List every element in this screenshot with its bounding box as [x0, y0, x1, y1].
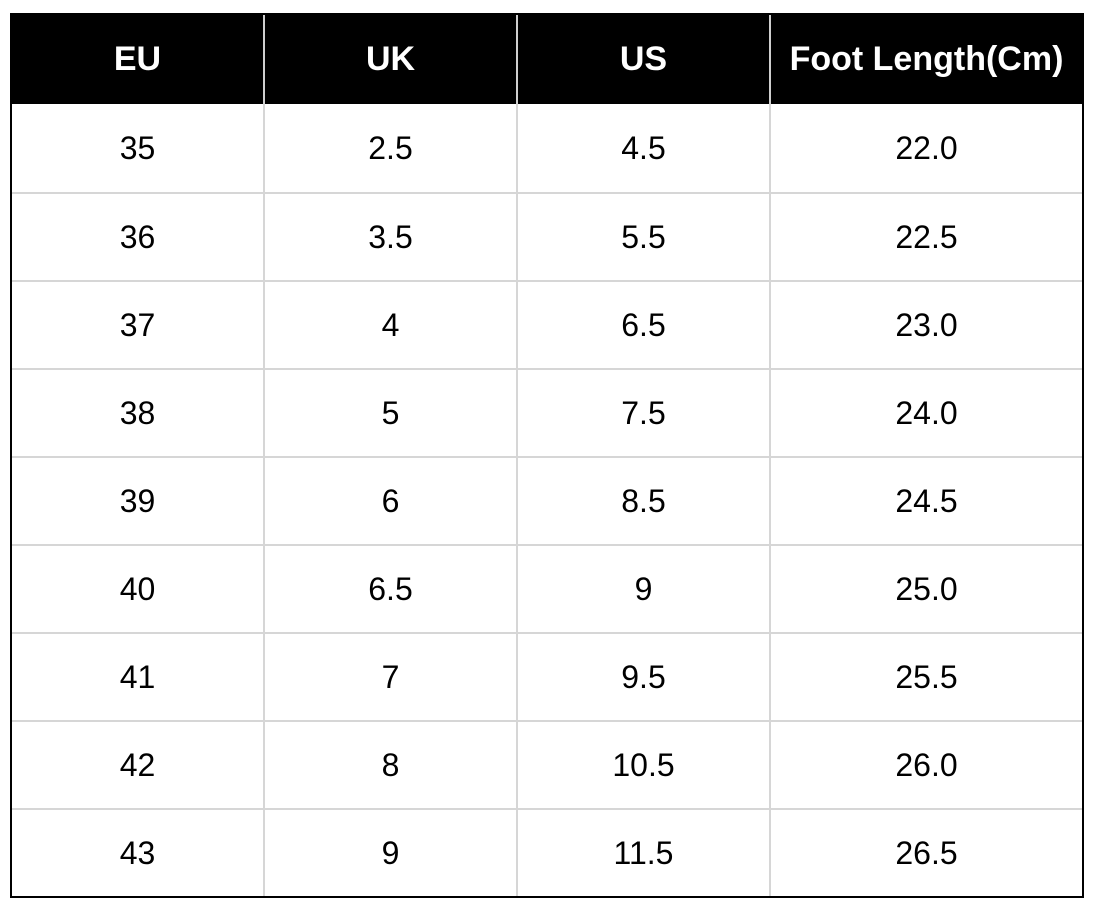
cell-eu: 40 — [12, 546, 265, 632]
table-row: 35 2.5 4.5 22.0 — [12, 104, 1082, 192]
table-row: 43 9 11.5 26.5 — [12, 808, 1082, 896]
table-header-row: EU UK US Foot Length(Cm) — [12, 15, 1082, 104]
cell-eu: 37 — [12, 282, 265, 368]
cell-us: 9.5 — [518, 634, 771, 720]
table-row: 41 7 9.5 25.5 — [12, 632, 1082, 720]
cell-us: 11.5 — [518, 810, 771, 896]
header-us: US — [518, 15, 771, 104]
header-uk: UK — [265, 15, 518, 104]
cell-uk: 6 — [265, 458, 518, 544]
cell-uk: 7 — [265, 634, 518, 720]
cell-foot-length: 26.0 — [895, 746, 958, 783]
cell-eu: 35 — [12, 104, 265, 192]
cell-foot-length: 22.0 — [895, 129, 958, 166]
cell-uk: 9 — [265, 810, 518, 896]
header-foot-length: Foot Length(Cm) — [789, 40, 1064, 78]
header-eu: EU — [12, 15, 265, 104]
table-body: 35 2.5 4.5 22.0 36 3.5 5.5 22.5 37 4 6.5 23.0 38 5 7.5… — [12, 104, 1082, 896]
cell-foot-length: 26.5 — [895, 834, 958, 871]
cell-eu: 39 — [12, 458, 265, 544]
cell-uk: 8 — [265, 722, 518, 808]
cell-eu: 43 — [12, 810, 265, 896]
cell-eu: 38 — [12, 370, 265, 456]
table-row: 38 5 7.5 24.0 — [12, 368, 1082, 456]
size-chart-table: EU UK US Foot Length(Cm) 35 2.5 4.5 22.0 36 3… — [10, 13, 1084, 898]
cell-us: 9 — [518, 546, 771, 632]
cell-uk: 2.5 — [265, 104, 518, 192]
cell-foot-length: 24.0 — [895, 394, 958, 431]
cell-us: 5.5 — [518, 194, 771, 280]
cell-uk: 6.5 — [265, 546, 518, 632]
cell-eu: 42 — [12, 722, 265, 808]
cell-us: 6.5 — [518, 282, 771, 368]
cell-us: 4.5 — [518, 104, 771, 192]
cell-foot-length: 25.5 — [895, 658, 958, 695]
cell-us: 7.5 — [518, 370, 771, 456]
table-row: 42 8 10.5 26.0 — [12, 720, 1082, 808]
table-row: 36 3.5 5.5 22.5 — [12, 192, 1082, 280]
cell-eu: 36 — [12, 194, 265, 280]
cell-us: 8.5 — [518, 458, 771, 544]
table-row: 37 4 6.5 23.0 — [12, 280, 1082, 368]
cell-eu: 41 — [12, 634, 265, 720]
table-row: 40 6.5 9 25.0 — [12, 544, 1082, 632]
cell-foot-length: 23.0 — [895, 306, 958, 343]
cell-foot-length: 22.5 — [895, 218, 958, 255]
table-row: 39 6 8.5 24.5 — [12, 456, 1082, 544]
cell-uk: 5 — [265, 370, 518, 456]
cell-foot-length: 25.0 — [895, 570, 958, 607]
cell-us: 10.5 — [518, 722, 771, 808]
cell-uk: 3.5 — [265, 194, 518, 280]
cell-foot-length: 24.5 — [895, 482, 958, 519]
cell-uk: 4 — [265, 282, 518, 368]
